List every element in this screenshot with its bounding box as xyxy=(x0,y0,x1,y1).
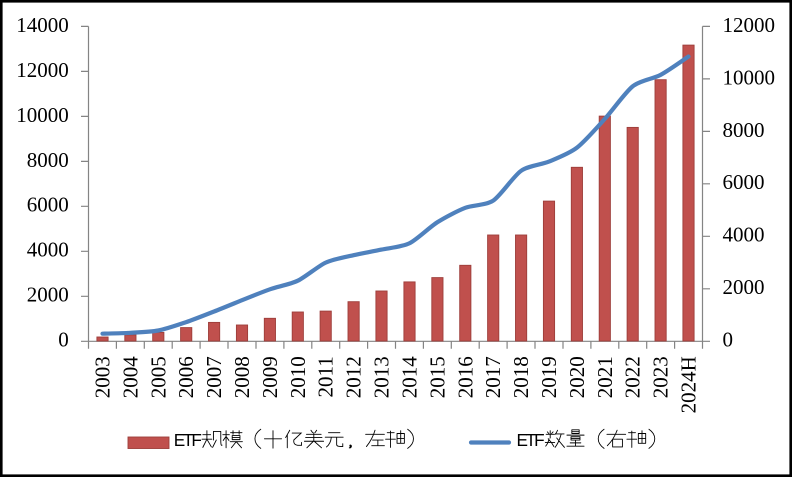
svg-text:2017: 2017 xyxy=(481,356,505,398)
svg-text:2008: 2008 xyxy=(230,356,254,398)
svg-text:12000: 12000 xyxy=(16,58,69,82)
svg-text:6000: 6000 xyxy=(723,170,765,194)
svg-text:2005: 2005 xyxy=(146,356,170,398)
svg-text:2016: 2016 xyxy=(453,356,477,398)
svg-text:10000: 10000 xyxy=(16,103,69,127)
svg-text:2010: 2010 xyxy=(286,356,310,398)
svg-text:12000: 12000 xyxy=(723,13,776,37)
svg-text:2006: 2006 xyxy=(174,356,198,398)
svg-text:ETF: ETF xyxy=(517,430,545,450)
svg-text:4000: 4000 xyxy=(723,223,765,247)
svg-text:8000: 8000 xyxy=(27,148,69,172)
svg-text:2020: 2020 xyxy=(565,356,589,398)
svg-text:2024H: 2024H xyxy=(677,356,701,413)
svg-text:10000: 10000 xyxy=(723,65,776,89)
svg-text:2009: 2009 xyxy=(258,356,282,398)
svg-text:14000: 14000 xyxy=(16,13,69,37)
svg-text:4000: 4000 xyxy=(27,238,69,262)
svg-text:2004: 2004 xyxy=(118,356,142,399)
svg-text:ETF: ETF xyxy=(174,430,202,450)
svg-text:2000: 2000 xyxy=(723,275,765,299)
svg-text:2013: 2013 xyxy=(370,356,394,398)
svg-text:2003: 2003 xyxy=(91,356,115,398)
svg-text:2023: 2023 xyxy=(649,356,673,398)
svg-text:2015: 2015 xyxy=(425,356,449,398)
svg-text:0: 0 xyxy=(58,328,69,352)
svg-text:2022: 2022 xyxy=(621,356,645,398)
svg-text:2012: 2012 xyxy=(342,356,366,398)
svg-text:8000: 8000 xyxy=(723,118,765,142)
svg-text:2014: 2014 xyxy=(398,356,422,399)
svg-text:0: 0 xyxy=(723,328,734,352)
svg-text:2019: 2019 xyxy=(537,356,561,398)
svg-text:2018: 2018 xyxy=(509,356,533,398)
svg-text:2011: 2011 xyxy=(314,356,338,397)
svg-text:2007: 2007 xyxy=(202,356,226,398)
svg-text:2021: 2021 xyxy=(593,356,617,398)
svg-text:2000: 2000 xyxy=(27,283,69,307)
svg-text:6000: 6000 xyxy=(27,193,69,217)
